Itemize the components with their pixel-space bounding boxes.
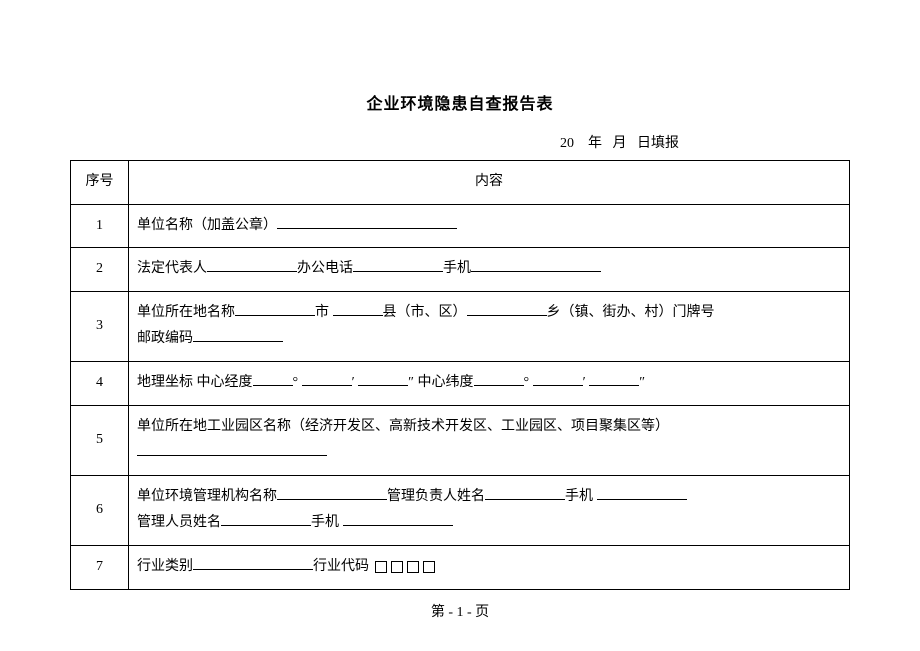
row-content: 单位环境管理机构名称管理负责人姓名手机 管理人员姓名手机 <box>129 475 850 545</box>
unit-sec2: ″ <box>639 375 645 390</box>
code-box[interactable] <box>391 561 403 573</box>
blank-park-name[interactable] <box>137 442 327 456</box>
label-township: 乡（镇、街办、村）门牌号 <box>547 305 715 320</box>
unit-deg: ° <box>293 375 299 390</box>
table-row: 2 法定代表人 办公电话 手机 <box>71 248 850 292</box>
label-park-name: 单位所在地工业园区名称（经济开发区、高新技术开发区、工业园区、项目聚集区等） <box>137 419 669 434</box>
label-mgr-name: 管理负责人姓名 <box>387 489 485 504</box>
row-content: 法定代表人 办公电话 手机 <box>129 248 850 292</box>
blank-lng-min[interactable] <box>302 372 352 386</box>
code-box[interactable] <box>423 561 435 573</box>
row-seq: 1 <box>71 204 129 248</box>
unit-min2: ′ <box>583 375 586 390</box>
label-office-phone: 办公电话 <box>297 261 353 276</box>
table-row: 3 单位所在地名称 市 县（市、区） 乡（镇、街办、村）门牌号 邮政编码 <box>71 291 850 361</box>
header-seq: 序号 <box>71 161 129 205</box>
row-seq: 2 <box>71 248 129 292</box>
blank-lng-deg[interactable] <box>253 372 293 386</box>
blank-lat-sec[interactable] <box>589 372 639 386</box>
code-box[interactable] <box>375 561 387 573</box>
report-table: 序号 内容 1 单位名称（加盖公章） 2 法定代表人办公电话手机 3 单位所在地… <box>70 160 850 590</box>
table-row: 5 单位所在地工业园区名称（经济开发区、高新技术开发区、工业园区、项目聚集区等） <box>71 405 850 475</box>
row-seq: 5 <box>71 405 129 475</box>
blank-lat-deg[interactable] <box>474 372 524 386</box>
blank-mgr-phone[interactable] <box>597 486 687 500</box>
blank-city[interactable] <box>235 302 315 316</box>
label-staff-phone: 手机 <box>311 515 343 530</box>
label-address: 单位所在地名称 <box>137 305 235 320</box>
blank-mobile[interactable] <box>471 258 601 272</box>
blank-mgr-name[interactable] <box>485 486 565 500</box>
code-box[interactable] <box>407 561 419 573</box>
date-month-label: 月 <box>613 136 627 151</box>
row-seq: 3 <box>71 291 129 361</box>
label-staff-name: 管理人员姓名 <box>137 515 221 530</box>
page-title: 企业环境隐患自查报告表 <box>70 90 850 114</box>
blank-county[interactable] <box>333 302 383 316</box>
table-row: 4 地理坐标 中心经度° ′ ″ 中心纬度° ′ ″ <box>71 361 850 405</box>
row-content: 地理坐标 中心经度° ′ ″ 中心纬度° ′ ″ <box>129 361 850 405</box>
label-mobile: 手机 <box>443 261 471 276</box>
label-industry-type: 行业类别 <box>137 559 193 574</box>
blank-township[interactable] <box>467 302 547 316</box>
row-content: 单位所在地工业园区名称（经济开发区、高新技术开发区、工业园区、项目聚集区等） <box>129 405 850 475</box>
label-unit-name: 单位名称（加盖公章） <box>137 218 277 233</box>
label-county: 县（市、区） <box>383 305 467 320</box>
date-year-label: 年 <box>588 136 602 151</box>
row-content: 单位名称（加盖公章） <box>129 204 850 248</box>
page-footer: 第 - 1 - 页 <box>0 601 920 621</box>
table-row: 7 行业类别 行业代码 <box>71 545 850 589</box>
row-seq: 4 <box>71 361 129 405</box>
label-postcode: 邮政编码 <box>137 331 193 346</box>
label-coords-lng: 地理坐标 中心经度 <box>137 375 253 390</box>
unit-min: ′ <box>352 375 355 390</box>
report-date-line: 20 年 月 日填报 <box>70 132 850 152</box>
unit-deg2: ° <box>524 375 530 390</box>
label-coords-lat: 中心纬度 <box>414 375 474 390</box>
table-row: 1 单位名称（加盖公章） <box>71 204 850 248</box>
table-row: 6 单位环境管理机构名称管理负责人姓名手机 管理人员姓名手机 <box>71 475 850 545</box>
label-legal-rep: 法定代表人 <box>137 261 207 276</box>
row-seq: 6 <box>71 475 129 545</box>
blank-staff-name[interactable] <box>221 512 311 526</box>
blank-office-phone[interactable] <box>353 258 443 272</box>
row-seq: 7 <box>71 545 129 589</box>
label-industry-code: 行业代码 <box>313 559 373 574</box>
header-content: 内容 <box>129 161 850 205</box>
blank-legal-rep[interactable] <box>207 258 297 272</box>
table-header-row: 序号 内容 <box>71 161 850 205</box>
blank-postcode[interactable] <box>193 328 283 342</box>
label-env-org: 单位环境管理机构名称 <box>137 489 277 504</box>
label-city: 市 <box>315 305 333 320</box>
blank-lat-min[interactable] <box>533 372 583 386</box>
date-day-label: 日填报 <box>637 136 679 151</box>
blank-industry-type[interactable] <box>193 556 313 570</box>
row-content: 单位所在地名称 市 县（市、区） 乡（镇、街办、村）门牌号 邮政编码 <box>129 291 850 361</box>
date-prefix: 20 <box>560 136 574 151</box>
label-mgr-phone: 手机 <box>565 489 597 504</box>
blank-unit-name[interactable] <box>277 215 457 229</box>
document-page: 企业环境隐患自查报告表 20 年 月 日填报 序号 内容 1 单位名称（加盖公章… <box>0 0 920 651</box>
blank-staff-phone[interactable] <box>343 512 453 526</box>
blank-lng-sec[interactable] <box>358 372 408 386</box>
row-content: 行业类别 行业代码 <box>129 545 850 589</box>
blank-env-org[interactable] <box>277 486 387 500</box>
